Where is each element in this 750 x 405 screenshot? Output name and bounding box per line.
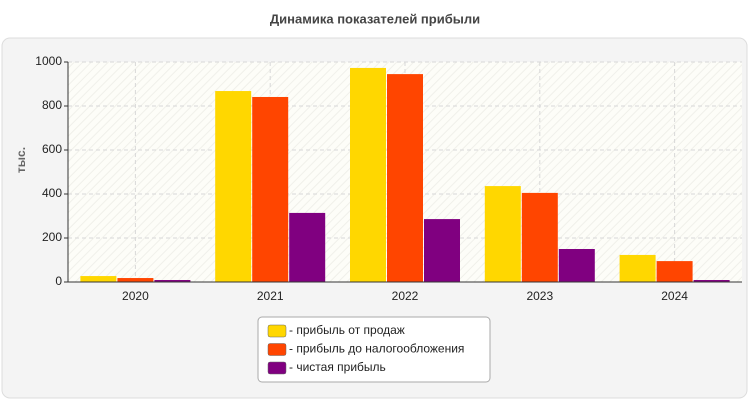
- y-tick-label: 200: [42, 230, 62, 244]
- bar: [521, 192, 558, 282]
- y-tick-label: 800: [42, 98, 62, 112]
- bar: [656, 261, 693, 282]
- bar: [558, 249, 595, 282]
- legend-swatch: [267, 343, 287, 356]
- bar: [117, 278, 154, 282]
- y-tick-label: 600: [42, 142, 62, 156]
- bar: [215, 91, 252, 282]
- bar: [619, 254, 656, 282]
- bar: [350, 67, 386, 282]
- bar: [693, 280, 730, 282]
- bar: [80, 276, 117, 282]
- y-tick-label: 400: [42, 186, 62, 200]
- bar: [289, 212, 326, 282]
- y-tick-label: 1000: [35, 54, 62, 68]
- x-tick-label: 2023: [526, 289, 553, 303]
- legend-swatch: [267, 324, 287, 338]
- x-tick-label: 2021: [257, 289, 284, 303]
- chart-title: Динамика показателей прибыли: [270, 11, 480, 26]
- bar: [484, 186, 521, 282]
- x-tick-label: 2022: [392, 289, 419, 303]
- x-tick-label: 2024: [661, 289, 688, 303]
- x-tick-label: 2020: [122, 289, 149, 303]
- bar: [252, 96, 289, 282]
- legend: [257, 316, 491, 383]
- bar: [424, 219, 460, 282]
- y-axis-label: тыс.: [14, 147, 28, 173]
- bar: [387, 74, 423, 282]
- legend-label: - прибыль от продаж: [289, 323, 405, 337]
- legend-label: - прибыль до налогообложения: [289, 342, 464, 356]
- legend-label: - чистая прибыль: [289, 360, 386, 374]
- legend-swatch: [267, 361, 287, 375]
- bar: [154, 280, 191, 282]
- y-tick-label: 0: [55, 274, 62, 288]
